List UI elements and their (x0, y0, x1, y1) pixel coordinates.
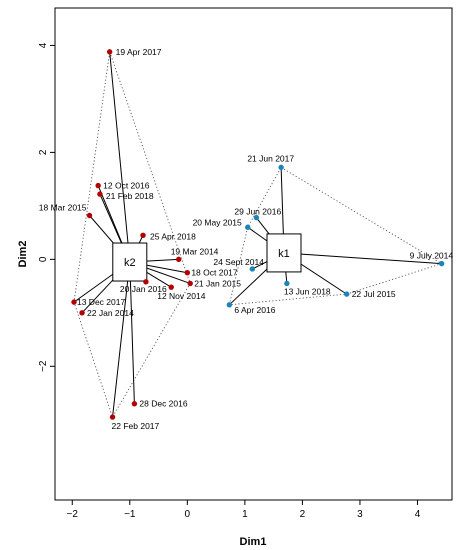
point-label: 24 Sept 2014 (213, 257, 264, 267)
data-point-k2 (109, 414, 116, 420)
data-point-k1 (249, 266, 256, 272)
data-point-k1 (344, 291, 350, 297)
point-label: 18 Mar 2015 (39, 202, 87, 212)
x-tick-label: 4 (415, 509, 421, 520)
point-label: 12 Nov 2014 (157, 291, 205, 301)
point-label: 20 May 2015 (193, 217, 242, 227)
x-tick-label: −2 (67, 509, 79, 520)
point-label: 13 Dec 2017 (77, 297, 125, 307)
point-label: 19 Apr 2017 (116, 47, 162, 57)
point-label: 21 Feb 2018 (106, 191, 154, 201)
point-label: 13 Jun 2018 (284, 286, 331, 296)
center-label-k1: k1 (278, 248, 290, 260)
data-point-k1 (284, 280, 290, 287)
point-layer (71, 49, 445, 420)
point-label: 22 Jan 2014 (87, 308, 134, 318)
data-point-k2 (106, 49, 113, 55)
y-tick-label: 0 (38, 256, 49, 262)
center-box-k1 (266, 233, 302, 273)
spoke-k2 (109, 51, 131, 263)
point-label: 20 Jan 2016 (120, 284, 167, 294)
spoke-k2 (129, 262, 135, 404)
center-box-k2 (112, 242, 148, 282)
x-tick-label: 2 (300, 509, 306, 520)
data-point-k2 (79, 310, 85, 316)
spoke-k1 (283, 252, 442, 265)
data-point-k2 (168, 284, 174, 290)
data-point-k2 (184, 270, 191, 276)
data-point-k1 (226, 302, 233, 308)
x-tick-label: −1 (124, 509, 136, 520)
y-axis-title: Dim2 (17, 241, 29, 268)
data-point-k2 (71, 299, 77, 305)
data-point-k1 (438, 260, 445, 267)
point-label: 22 Jul 2015 (352, 289, 396, 299)
plot-frame (54, 7, 453, 501)
x-axis-title: Dim1 (240, 536, 267, 548)
data-point-k2 (97, 191, 103, 197)
point-label: 21 Jan 2015 (194, 278, 241, 288)
data-point-k2 (140, 232, 146, 238)
axes-layer: −2 −1 0 1 2 3 4 −2 0 2 4 (38, 42, 421, 520)
data-point-k2 (131, 401, 138, 407)
center-layer: k2 k1 (112, 233, 302, 282)
y-tick-label: −2 (38, 360, 49, 372)
point-label: 22 Feb 2017 (112, 421, 160, 431)
data-point-k2 (187, 280, 193, 287)
y-tick-label: 2 (38, 149, 49, 155)
data-point-k2 (86, 212, 93, 219)
data-point-k1 (278, 164, 284, 171)
center-label-k2: k2 (124, 257, 136, 269)
hull-layer (73, 51, 443, 419)
point-label: 18 Oct 2017 (191, 268, 238, 278)
spoke-k2 (112, 261, 131, 418)
x-tick-label: 3 (357, 509, 363, 520)
point-label: 21 Jun 2017 (247, 153, 294, 163)
point-label: 28 Dec 2016 (139, 399, 187, 409)
data-point-k2 (95, 182, 101, 189)
point-label: 12 Oct 2016 (103, 181, 150, 191)
y-tick-label: 4 (38, 42, 49, 48)
x-tick-label: 0 (185, 509, 191, 520)
hull-k1 (228, 166, 443, 306)
data-point-k2 (176, 256, 182, 263)
x-tick-label: 1 (242, 509, 248, 520)
point-label: 25 Apr 2018 (150, 231, 196, 241)
data-point-k1 (245, 224, 251, 230)
point-label: 29 Jun 2016 (234, 207, 281, 217)
point-label: 6 Apr 2016 (234, 305, 275, 315)
data-point-k2 (143, 279, 149, 285)
hull-k2 (73, 51, 191, 419)
data-point-k1 (253, 214, 260, 221)
point-label: 19 Mar 2014 (171, 246, 219, 256)
point-label: 9 July 2014 (410, 251, 454, 261)
